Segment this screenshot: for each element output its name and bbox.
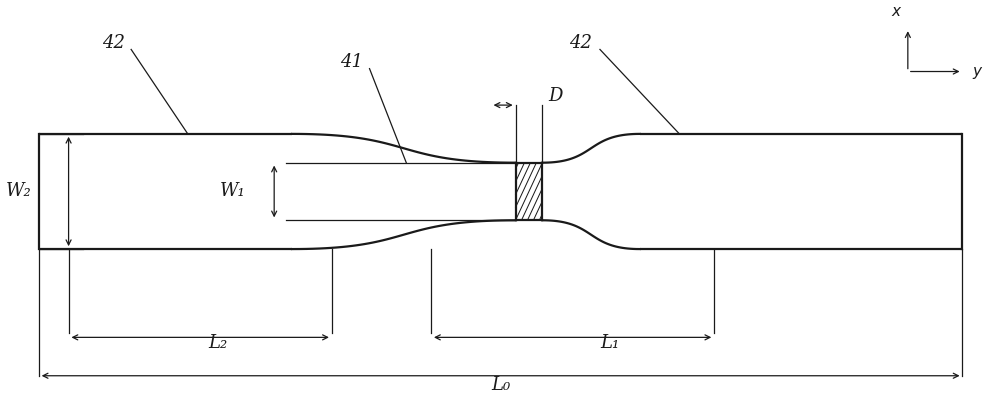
Text: 42: 42 (102, 34, 125, 52)
Text: L₁: L₁ (600, 334, 620, 352)
Text: L₀: L₀ (491, 376, 510, 394)
Text: L₂: L₂ (208, 334, 227, 352)
Text: D: D (548, 86, 562, 105)
Text: W₁: W₁ (220, 183, 245, 200)
Text: y: y (972, 64, 981, 79)
Text: W₂: W₂ (6, 183, 32, 200)
Text: 41: 41 (340, 53, 363, 71)
Text: 42: 42 (569, 34, 592, 52)
Text: x: x (891, 4, 900, 19)
